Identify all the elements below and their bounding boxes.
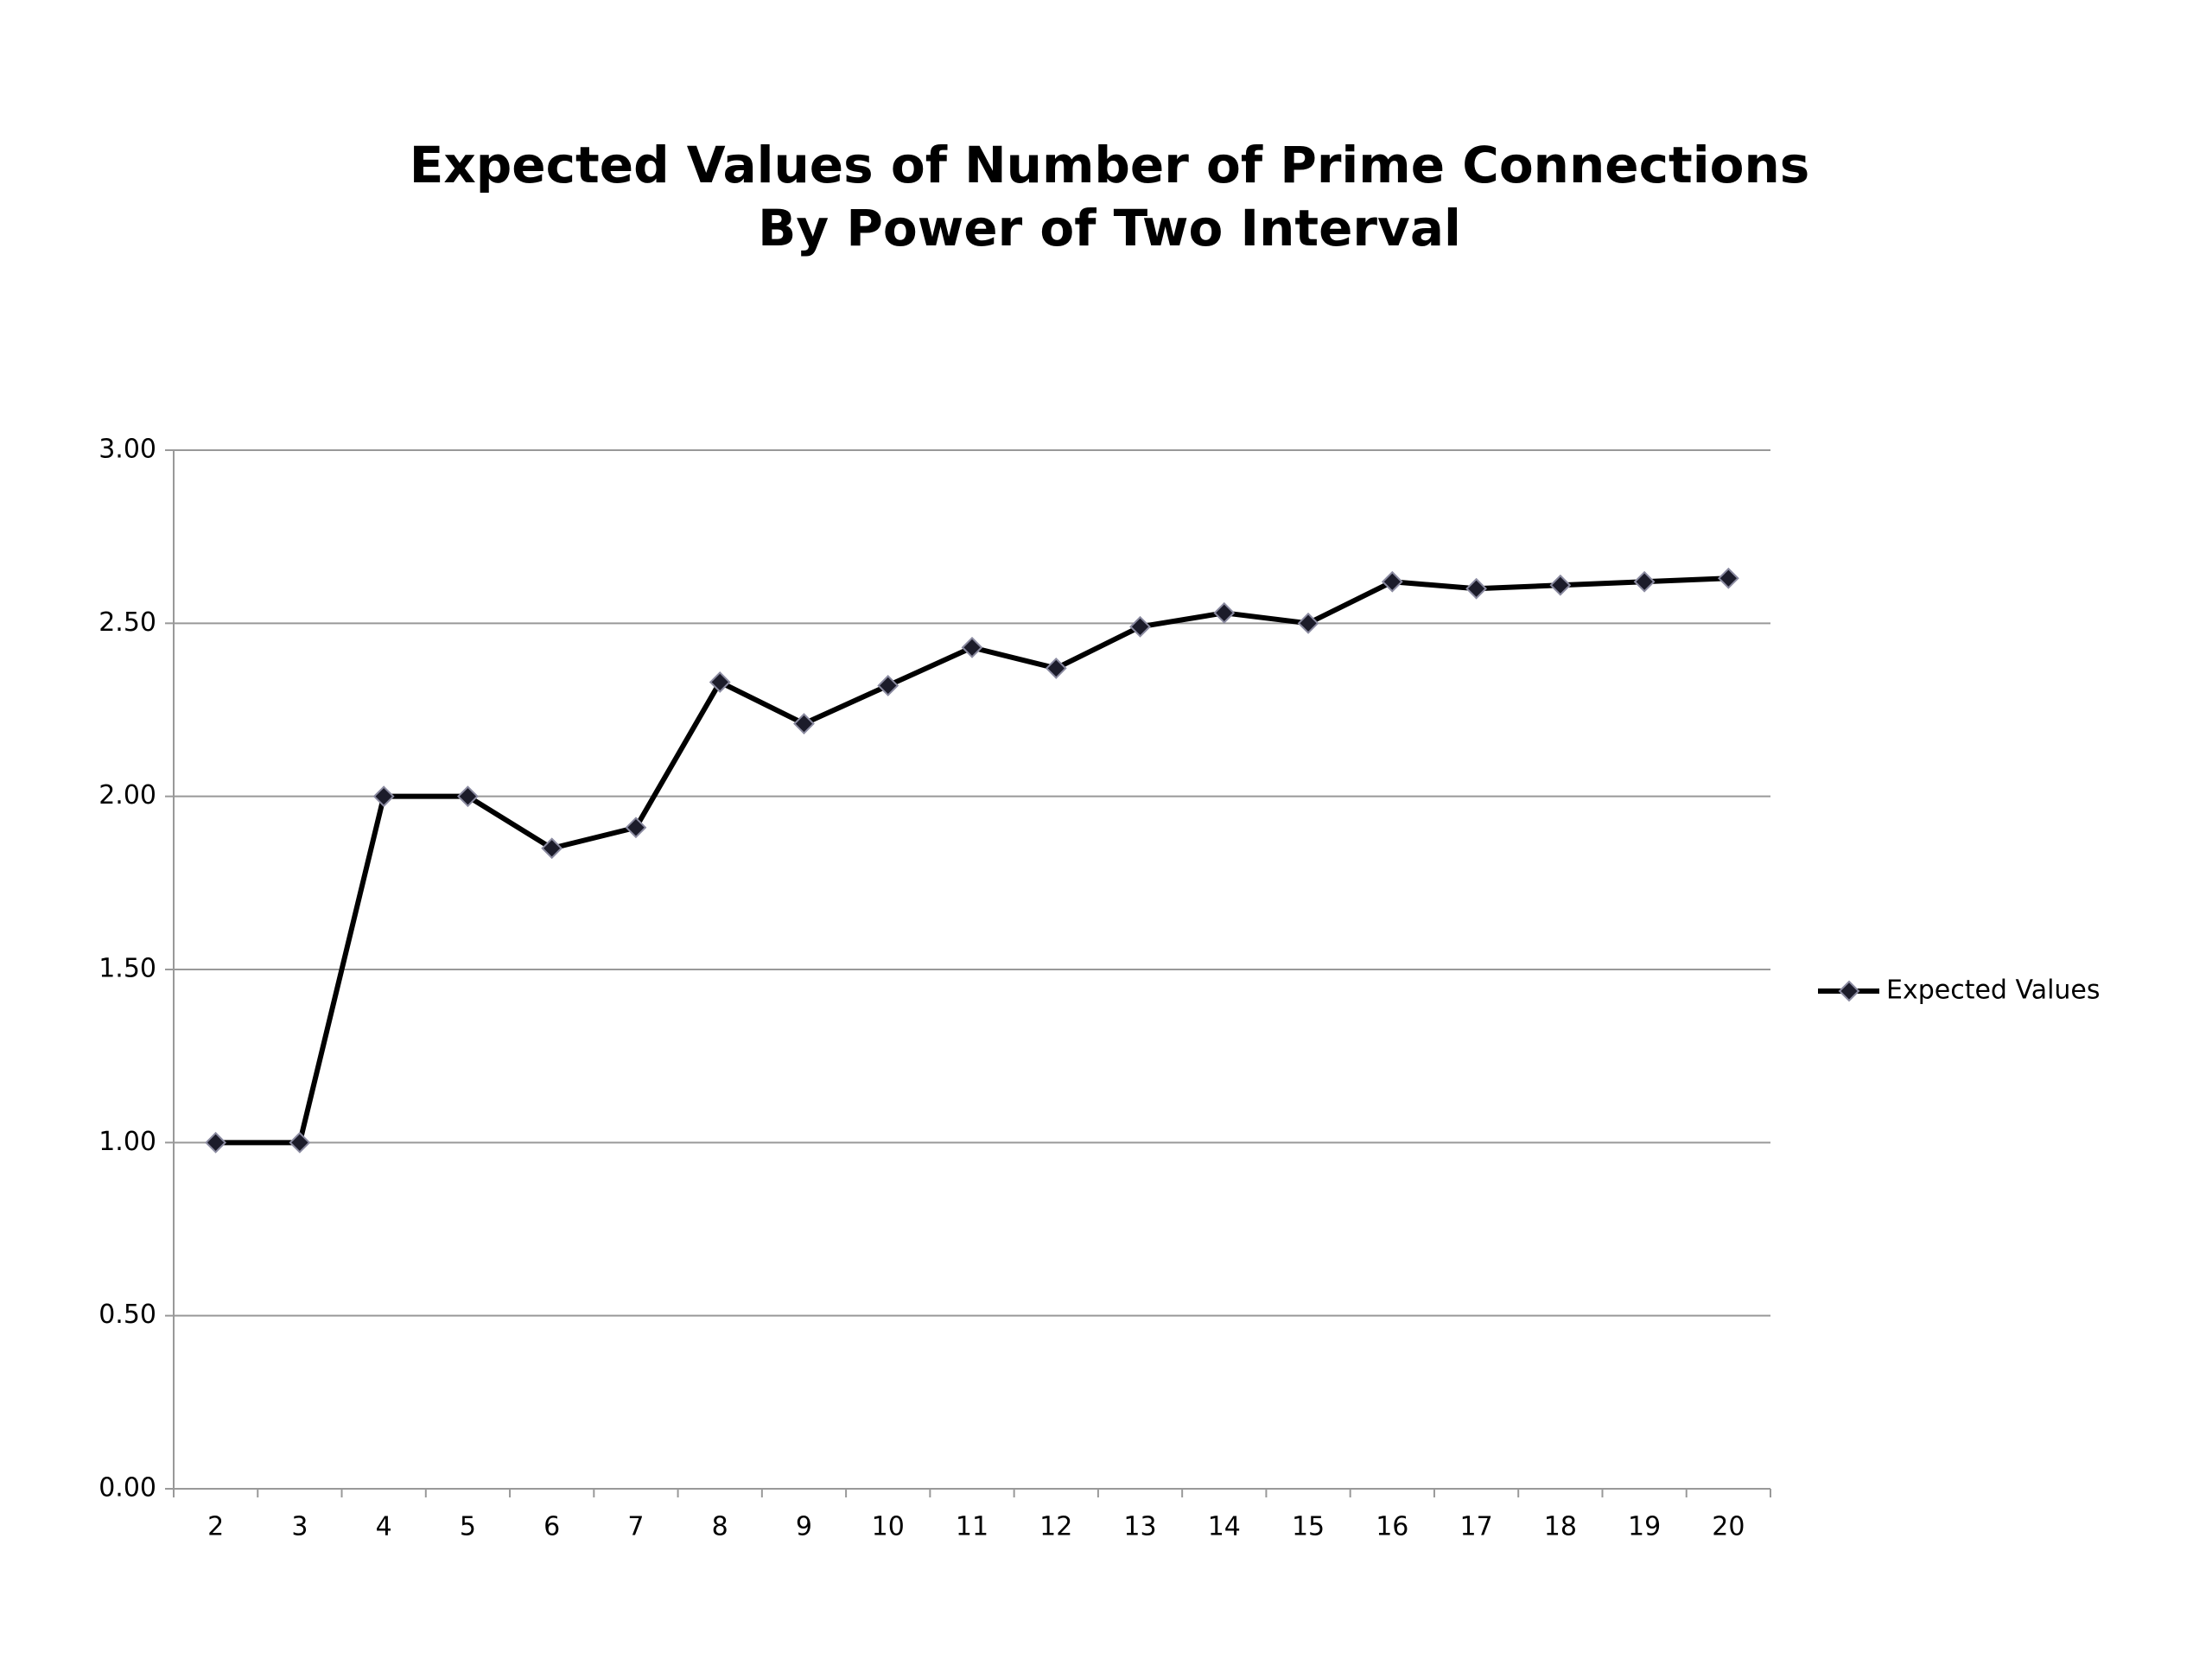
data-point: [541, 837, 563, 860]
x-tick-label: 9: [796, 1512, 812, 1542]
y-tick-label: 3.00: [99, 435, 156, 465]
x-tick-label: 4: [376, 1512, 392, 1542]
x-tick-label: 16: [1376, 1512, 1408, 1542]
y-tick-label: 1.00: [99, 1127, 156, 1157]
x-tick-label: 3: [291, 1512, 308, 1542]
data-point: [457, 785, 479, 808]
data-point: [793, 713, 815, 734]
x-tick-label: 19: [1628, 1512, 1661, 1542]
y-tick-label: 0.50: [99, 1300, 156, 1330]
y-tick-label: 1.50: [99, 954, 156, 984]
x-tick-label: 7: [627, 1512, 644, 1542]
data-point: [1297, 612, 1319, 634]
y-tick-label: 2.00: [99, 780, 156, 810]
x-tick-label: 12: [1039, 1512, 1072, 1542]
x-tick-label: 15: [1292, 1512, 1325, 1542]
data-point: [961, 636, 983, 658]
x-tick-label: 5: [460, 1512, 476, 1542]
data-point: [1213, 601, 1236, 624]
x-tick-label: 2: [207, 1512, 224, 1542]
data-point: [1129, 615, 1151, 638]
x-tick-label: 14: [1208, 1512, 1241, 1542]
legend-marker: [1838, 980, 1860, 1002]
data-point: [1717, 567, 1739, 589]
series-line: [215, 575, 1729, 1146]
x-tick-label: 10: [872, 1512, 905, 1542]
x-tick-label: 13: [1123, 1512, 1156, 1542]
x-tick-label: 8: [712, 1512, 728, 1542]
data-point: [289, 1131, 311, 1154]
data-point: [205, 1131, 227, 1154]
data-point: [1045, 658, 1067, 679]
x-tick-label: 6: [543, 1512, 560, 1542]
data-point: [1549, 574, 1572, 596]
data-point: [709, 671, 731, 693]
data-point: [372, 785, 395, 808]
legend-label: Expected Values: [1886, 976, 2101, 1006]
data-point: [877, 675, 899, 696]
x-tick-label: 18: [1544, 1512, 1577, 1542]
data-point: [625, 817, 647, 839]
y-tick-label: 0.00: [99, 1473, 156, 1503]
data-point: [1633, 570, 1656, 593]
chart-title: Expected Values of Number of Prime Conne…: [410, 136, 1810, 194]
data-point: [1465, 577, 1487, 600]
x-tick-label: 11: [956, 1512, 988, 1542]
x-tick-label: 20: [1712, 1512, 1745, 1542]
x-tick-label: 17: [1459, 1512, 1492, 1542]
data-point: [1381, 570, 1403, 593]
chart-title: By Power of Two Interval: [758, 199, 1461, 257]
y-tick-label: 2.50: [99, 607, 156, 638]
